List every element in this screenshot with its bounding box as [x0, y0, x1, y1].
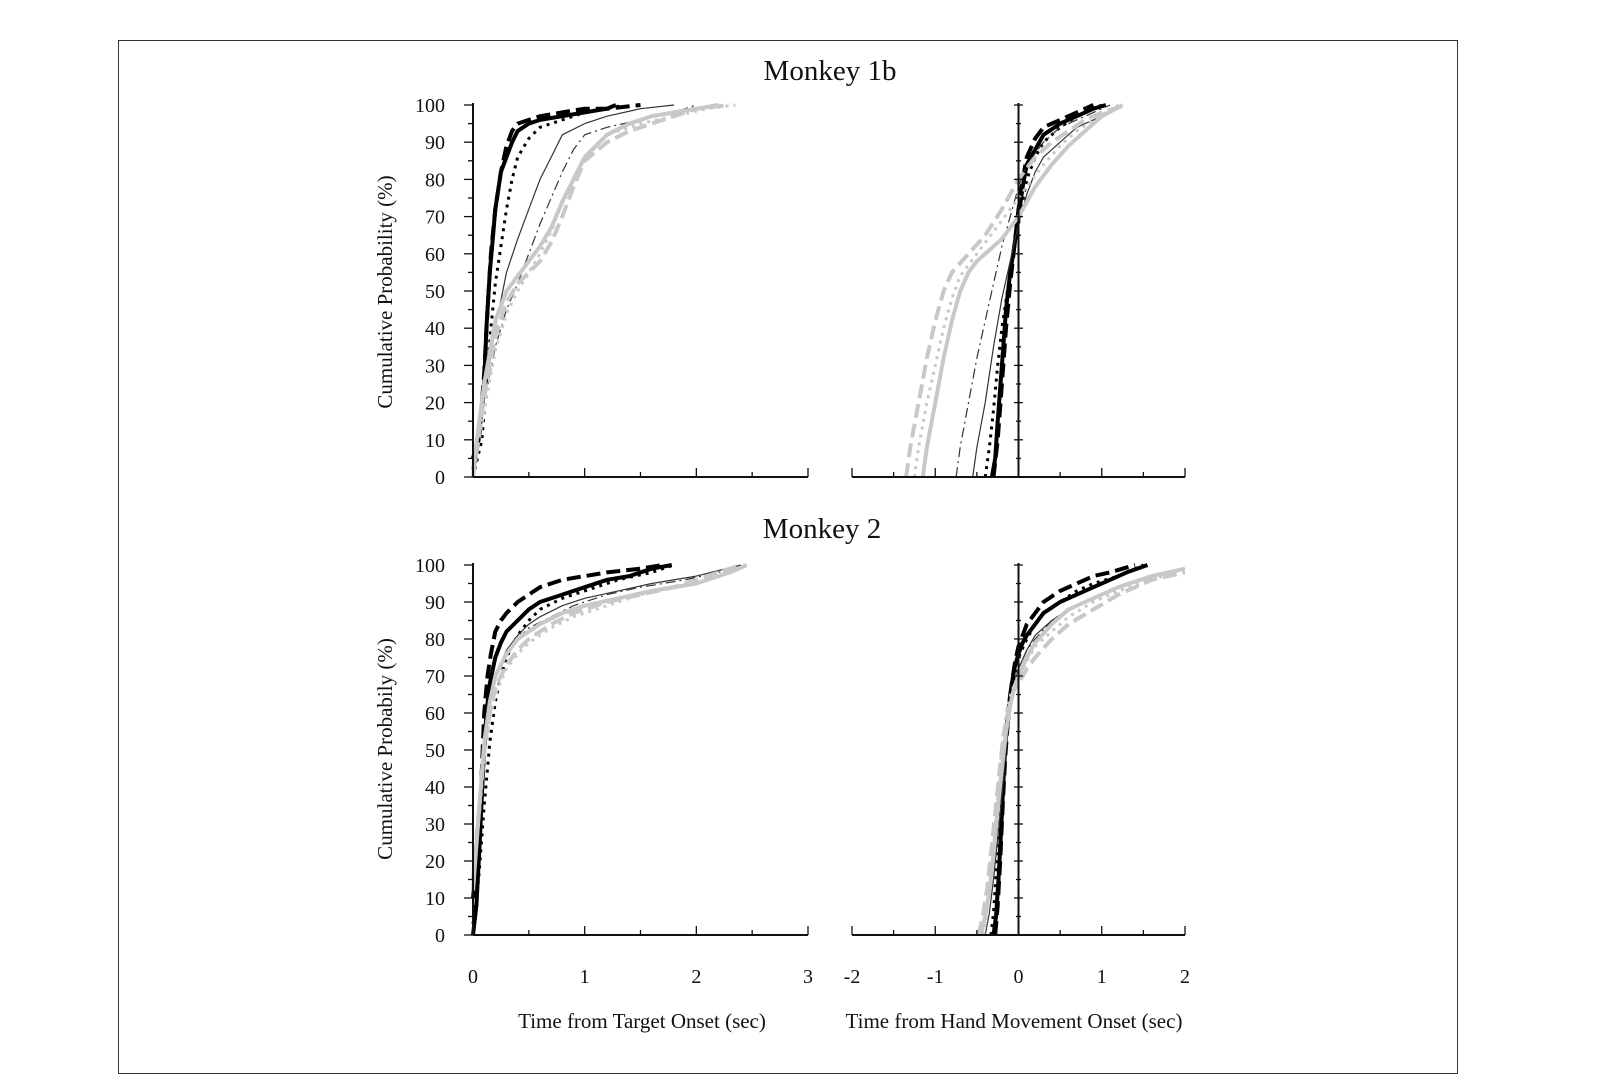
series-line-1	[471, 103, 617, 470]
series-line-6	[471, 103, 720, 470]
series-line-6	[920, 103, 1124, 478]
x-tick-label: 1	[580, 966, 590, 988]
y-tick-label: 20	[425, 851, 445, 873]
y-tick-label: 90	[425, 132, 445, 154]
series-line-4	[984, 568, 1186, 936]
y-tick-label: 100	[415, 555, 445, 577]
panel-top-right	[851, 103, 1186, 478]
series-line-3	[471, 103, 625, 478]
y-axis-title-top: Cumulative Probability (%)	[373, 175, 397, 408]
series-line-5	[472, 564, 747, 891]
panel-title-monkey-2: Monkey 2	[763, 513, 881, 545]
x-tick-label: -1	[927, 966, 944, 988]
y-tick-label: 100	[415, 95, 445, 117]
series-line-2	[471, 563, 664, 899]
y-tick-label: 50	[425, 281, 445, 303]
y-tick-label: 10	[425, 430, 445, 452]
series-line-3	[471, 563, 675, 925]
x-axis-title-right: Time from Hand Movement Onset (sec)	[846, 1009, 1183, 1033]
series-line-4	[472, 564, 742, 899]
y-tick-label: 0	[435, 467, 445, 489]
panel-bottom-right: -2 -1 0 1 2	[844, 563, 1190, 988]
series-line-2	[991, 103, 1095, 478]
x-tick-label: -2	[844, 966, 861, 988]
y-tick-label: 60	[425, 703, 445, 725]
x-tick-label: 3	[803, 966, 813, 988]
y-tick-label: 70	[425, 207, 445, 229]
y-tick-label: 60	[425, 244, 445, 266]
series-line-8	[912, 103, 1120, 478]
y-tick-label: 30	[425, 355, 445, 377]
series-line-2	[993, 563, 1136, 936]
series-line-5	[955, 104, 1111, 478]
series-line-5	[980, 568, 1186, 936]
y-tick-label: 90	[425, 592, 445, 614]
y-tick-label: 80	[425, 629, 445, 651]
series-line-7	[904, 103, 1128, 478]
y-tick-label: 50	[425, 740, 445, 762]
series-line-7	[471, 103, 731, 478]
y-tick-label: 10	[425, 888, 445, 910]
x-tick-label: 1	[1097, 966, 1107, 988]
panel-title-monkey-1b: Monkey 1b	[764, 55, 897, 87]
series-line-3	[989, 563, 1145, 936]
series-line-8	[982, 567, 1186, 936]
x-tick-label: 2	[691, 966, 701, 988]
series-line-8	[471, 567, 742, 884]
series-line-8	[471, 103, 736, 478]
y-tick-label: 0	[435, 925, 445, 947]
y-axis-title-bottom: Cumulative Probabily (%)	[373, 638, 397, 860]
series-line-7	[471, 563, 742, 880]
y-tick-label: 80	[425, 169, 445, 191]
series-line-4	[972, 104, 1119, 478]
x-axis-title-left: Time from Target Onset (sec)	[518, 1009, 766, 1033]
x-tick-label: 2	[1180, 966, 1190, 988]
x-tick-label: 0	[1014, 966, 1024, 988]
x-tick-label: 0	[468, 966, 478, 988]
series-line-6	[979, 566, 1186, 936]
y-tick-label: 20	[425, 393, 445, 415]
y-tick-label: 40	[425, 318, 445, 340]
panel-top-left: 0 10 20 30 40 50 60 70 80 90 100	[415, 95, 809, 489]
series-line-2	[471, 103, 641, 459]
y-tick-label: 30	[425, 814, 445, 836]
series-line-7	[976, 570, 1186, 936]
figure-frame	[118, 40, 1458, 1074]
series-line-6	[471, 563, 748, 891]
series-line-3	[983, 103, 1103, 478]
y-tick-label: 40	[425, 777, 445, 799]
y-tick-label: 70	[425, 666, 445, 688]
